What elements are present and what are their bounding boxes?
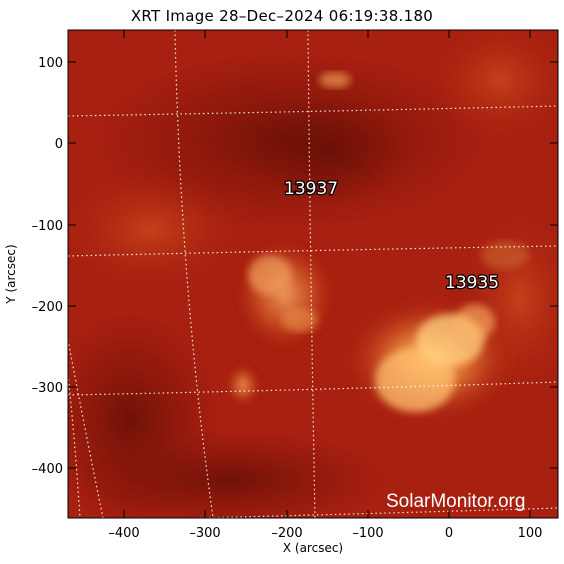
y-tick-marks	[68, 61, 558, 469]
region-label-13937: 13937	[284, 179, 338, 199]
y-tick-label: 0	[55, 137, 63, 152]
y-tick-label: –100	[32, 219, 63, 234]
x-tick-marks	[123, 30, 531, 518]
image-title: XRT Image 28–Dec–2024 06:19:38.180	[130, 7, 434, 25]
x-tick-label: 0	[445, 526, 453, 541]
x-tick-label: –400	[108, 526, 139, 541]
x-tick-label: –100	[352, 526, 383, 541]
y-tick-label: –400	[32, 462, 63, 477]
y-tick-label: –300	[32, 381, 63, 396]
solarmonitor-watermark: SolarMonitor.org	[386, 491, 525, 512]
region-label-13935: 13935	[445, 273, 499, 293]
y-tick-label: 100	[38, 56, 63, 71]
x-tick-label: –200	[271, 526, 302, 541]
x-axis-label: X (arcsec)	[283, 541, 343, 555]
heliographic-grid	[68, 30, 558, 518]
y-tick-label: –200	[32, 300, 63, 315]
plot-frame	[67, 29, 559, 519]
x-tick-label: 100	[518, 526, 543, 541]
y-axis-label: Y (arcsec)	[4, 244, 18, 304]
xrt-solar-image	[68, 30, 558, 518]
x-tick-label: –300	[189, 526, 220, 541]
